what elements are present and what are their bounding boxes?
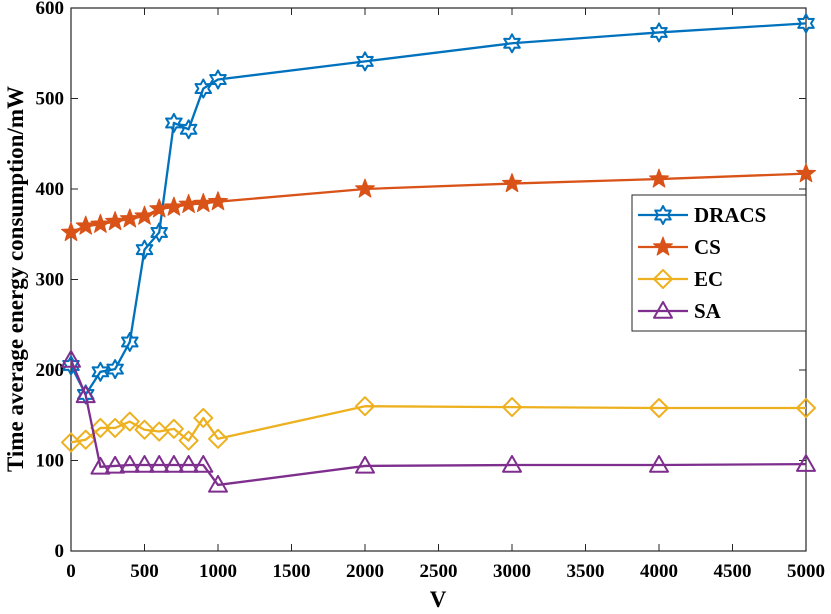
legend-marker (652, 236, 674, 256)
data-point-sa (355, 455, 375, 474)
data-point-sa (796, 454, 816, 472)
x-tick-label: 1500 (273, 561, 311, 582)
x-tick-label: 5000 (787, 561, 825, 582)
series-dracs (62, 13, 815, 405)
data-point-ec (649, 398, 669, 419)
data-point-ec (75, 429, 96, 450)
legend-item-ec: EC (638, 267, 723, 291)
x-axis-label: V (430, 587, 447, 612)
data-point-sa (208, 474, 228, 493)
x-tick-label: 4000 (640, 561, 678, 582)
data-point-cs (119, 208, 140, 228)
data-point-cs (105, 211, 126, 231)
x-tick-label: 2000 (346, 561, 384, 582)
data-point-sa (163, 455, 184, 473)
data-point-sa (75, 385, 96, 404)
data-point-cs (193, 192, 214, 213)
series-line-ec (70, 405, 806, 444)
data-point-ec (119, 411, 140, 432)
data-point-sa (90, 456, 111, 475)
y-axis-label: Time average energy consumption/mW (3, 86, 28, 472)
data-point-ec (134, 419, 155, 440)
y-tick-label: 600 (36, 0, 65, 19)
legend-item-cs: CS (638, 235, 721, 259)
legend-marker (654, 205, 672, 225)
legend-label: SA (694, 299, 722, 323)
data-point-cs (501, 173, 523, 193)
data-point-dracs (503, 33, 521, 54)
data-point-sa (178, 455, 199, 473)
y-tick-label: 100 (36, 451, 65, 472)
data-point-dracs (150, 222, 168, 243)
y-tick-label: 500 (36, 89, 65, 110)
data-point-cs (354, 178, 376, 198)
data-point-cs (795, 163, 817, 183)
data-point-dracs (121, 331, 139, 352)
x-tick-label: 0 (66, 561, 76, 582)
data-point-ec (502, 397, 522, 418)
data-point-cs (648, 168, 670, 188)
x-tick-label: 3000 (493, 561, 531, 582)
data-point-ec (355, 396, 375, 417)
x-tick-label: 500 (130, 561, 159, 582)
legend-marker (653, 269, 673, 289)
data-point-dracs (135, 239, 154, 260)
data-point-sa (193, 455, 214, 473)
legend: DRACS CS EC SA (631, 194, 807, 332)
data-point-dracs (797, 13, 815, 34)
data-point-cs (75, 215, 96, 235)
y-tick-label: 400 (36, 179, 65, 200)
legend-label: DRACS (694, 203, 766, 227)
legend-label: EC (694, 267, 723, 291)
data-point-dracs (62, 355, 80, 376)
data-point-sa (649, 455, 669, 473)
data-point-sa (502, 455, 522, 473)
y-tick-label: 200 (36, 360, 65, 381)
data-point-sa (134, 455, 155, 473)
data-point-cs (178, 193, 199, 213)
y-tick-label: 300 (36, 270, 65, 291)
data-point-ec (208, 428, 228, 449)
data-point-ec (105, 417, 126, 438)
x-tick-label: 3500 (567, 561, 605, 582)
data-point-sa (119, 455, 140, 473)
data-point-sa (149, 455, 170, 473)
legend-label: CS (694, 235, 721, 259)
legend-item-sa: SA (638, 299, 722, 323)
data-point-cs (163, 196, 184, 216)
data-point-dracs (209, 69, 227, 90)
series-sa (61, 350, 816, 493)
data-point-cs (207, 191, 229, 211)
data-point-dracs (165, 112, 183, 133)
data-point-dracs (106, 359, 124, 380)
data-point-ec (193, 407, 214, 428)
legend-box (631, 194, 807, 332)
data-point-cs (60, 221, 82, 242)
data-point-sa (105, 455, 126, 474)
x-tick-label: 1000 (199, 561, 237, 582)
data-point-cs (90, 213, 111, 233)
series-ec (61, 396, 816, 453)
data-point-dracs (650, 22, 668, 43)
series-line-sa (69, 359, 807, 487)
legend-item-dracs: DRACS (638, 203, 766, 227)
series-area (60, 13, 817, 493)
data-point-sa (61, 350, 81, 368)
legend-marker (653, 301, 673, 319)
x-tick-label: 4500 (714, 561, 752, 582)
data-point-ec (90, 417, 111, 438)
data-point-dracs (179, 119, 198, 140)
data-point-ec (796, 398, 816, 419)
data-point-ec (178, 430, 199, 451)
data-point-dracs (76, 384, 95, 405)
series-cs (60, 163, 817, 242)
y-tick-label: 0 (55, 541, 65, 562)
data-point-ec (163, 418, 184, 439)
data-point-cs (134, 205, 155, 225)
axes: 0 500 1000 1500 2000 2500 3000 3500 4000 4500 5000… (36, 0, 826, 582)
data-point-dracs (356, 51, 374, 72)
x-tick-label: 2500 (420, 561, 458, 582)
